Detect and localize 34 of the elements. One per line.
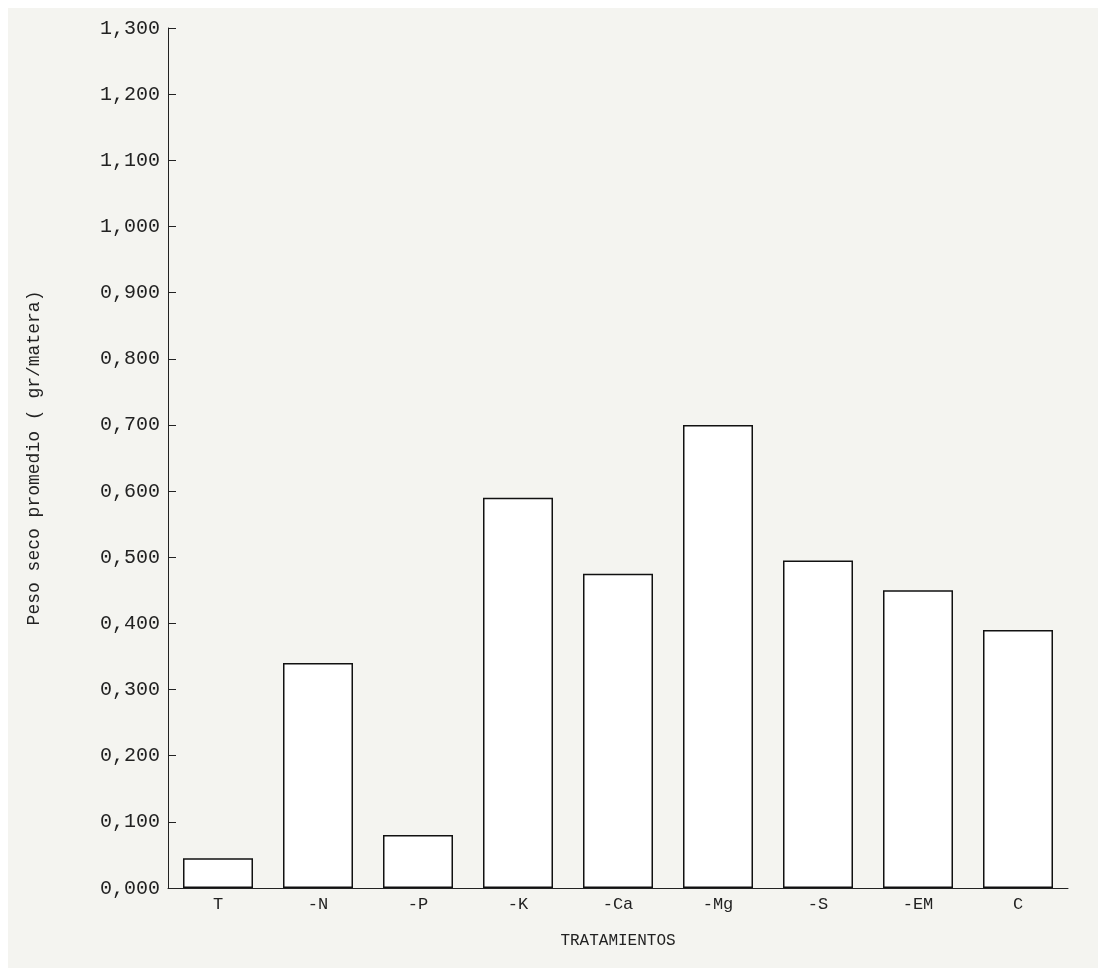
- y-tick-label: 0,100: [99, 810, 160, 834]
- bar: [583, 573, 653, 888]
- y-tick-label: 0,700: [99, 413, 160, 437]
- bar: [283, 663, 353, 888]
- y-tick-label: 0,900: [99, 281, 160, 305]
- x-tick-label: -Ca: [602, 895, 634, 914]
- bar: [883, 590, 953, 888]
- bar: [983, 630, 1053, 888]
- x-tick-label: -K: [507, 895, 529, 914]
- y-tick-label: 0,000: [99, 876, 160, 900]
- y-tick-label: 1,300: [99, 16, 160, 40]
- bar: [383, 835, 453, 888]
- y-axis-title: Peso seco promedio ( gr/matera): [24, 290, 44, 626]
- x-tick-label: T: [212, 895, 224, 914]
- x-tick-label: -S: [807, 895, 829, 914]
- bar: [483, 497, 553, 888]
- y-tick-label: 0,400: [99, 611, 160, 635]
- y-tick-label: 0,500: [99, 545, 160, 569]
- bar: [783, 560, 853, 888]
- y-tick-label: 0,300: [99, 678, 160, 702]
- y-tick-label: 0,200: [99, 744, 160, 768]
- x-tick-label: -EM: [902, 895, 934, 914]
- x-tick-label: C: [1012, 895, 1024, 914]
- x-axis-title: TRATAMIENTOS: [560, 932, 676, 950]
- y-tick-label: 0,600: [99, 479, 160, 503]
- x-tick-label: -P: [407, 895, 429, 914]
- x-tick-label: -Mg: [702, 895, 734, 914]
- x-tick-label: -N: [307, 895, 329, 914]
- bar: [183, 858, 253, 888]
- y-tick-label: 0,800: [99, 347, 160, 371]
- bar: [683, 424, 753, 888]
- y-tick-label: 1,200: [99, 82, 160, 106]
- y-tick-label: 1,100: [99, 148, 160, 172]
- y-tick-label: 1,000: [99, 214, 160, 238]
